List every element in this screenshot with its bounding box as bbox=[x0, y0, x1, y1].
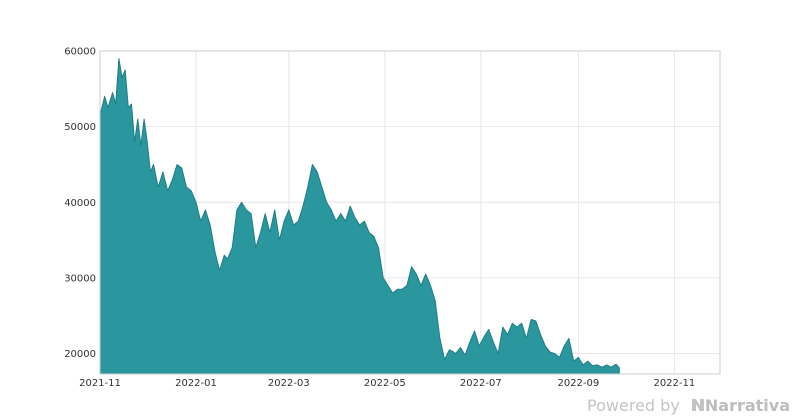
narrativa-logo-icon bbox=[691, 399, 704, 411]
powered-by-text: Powered by bbox=[587, 396, 680, 415]
y-tick-label: 20000 bbox=[64, 349, 96, 360]
x-tick-label: 2022-07 bbox=[460, 378, 502, 389]
plot-frame bbox=[99, 50, 721, 375]
brand-name: Narrativa bbox=[704, 396, 790, 415]
y-tick-label: 40000 bbox=[64, 198, 96, 209]
y-tick-label: 50000 bbox=[64, 122, 96, 133]
x-tick-label: 2022-01 bbox=[175, 378, 217, 389]
y-axis-tick-labels: 20000 30000 40000 50000 60000 bbox=[64, 47, 96, 361]
x-tick-label: 2022-11 bbox=[653, 378, 695, 389]
series-area-path bbox=[99, 58, 620, 375]
x-tick-label: 2022-09 bbox=[557, 378, 599, 389]
x-tick-label: 2021-11 bbox=[79, 378, 121, 389]
y-tick-label: 60000 bbox=[64, 47, 96, 58]
y-tick-label: 30000 bbox=[64, 273, 96, 284]
series-area bbox=[99, 58, 620, 375]
powered-by-branding[interactable]: Powered by Narrativa bbox=[587, 396, 790, 415]
x-tick-label: 2022-05 bbox=[364, 378, 406, 389]
x-axis-tick-labels: 2021-11 2022-01 2022-03 2022-05 2022-07 2022-… bbox=[79, 378, 695, 389]
x-tick-label: 2022-03 bbox=[268, 378, 310, 389]
